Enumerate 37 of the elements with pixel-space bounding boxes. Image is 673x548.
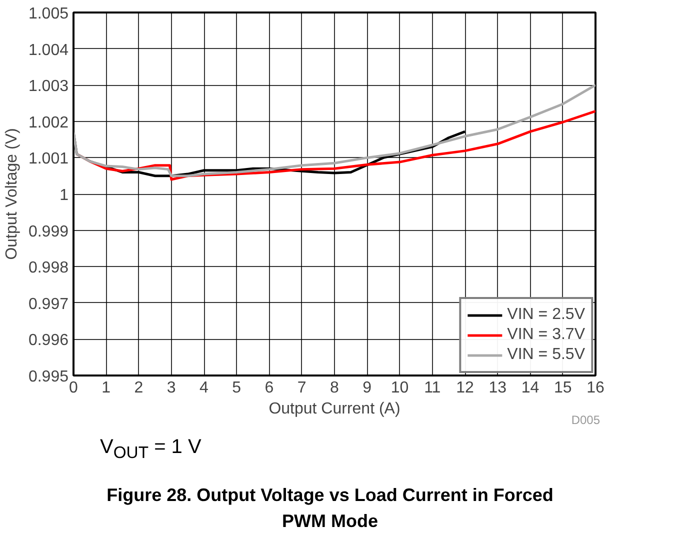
y-tick-label: 0.997	[28, 296, 69, 313]
x-tick-label: 6	[264, 380, 274, 396]
x-tick-label: 5	[232, 380, 242, 396]
x-tick-label: 2	[134, 380, 144, 396]
x-tick-label: 11	[424, 380, 441, 396]
y-tick-label: 0.996	[28, 332, 69, 350]
x-axis-title: Output Current (A)	[268, 400, 400, 418]
y-tick-label: 1.004	[28, 42, 69, 59]
legend-label: VIN = 3.7V	[507, 326, 585, 344]
y-axis-title: Output Voltage (V)	[3, 128, 20, 260]
text: D005	[571, 413, 600, 427]
x-tick-label: 4	[200, 380, 209, 396]
x-tick-label: 0	[69, 380, 78, 396]
x-tick-label: 9	[362, 380, 372, 396]
y-tick-label: 0.995	[28, 368, 69, 386]
x-tick-label: 8	[330, 380, 340, 396]
x-tick-label: 1	[102, 380, 111, 396]
x-tick-label: 3	[166, 380, 176, 396]
y-tick-label: 0.998	[28, 260, 69, 277]
y-tick-label: 1	[60, 187, 69, 204]
x-tick-label: 16	[586, 380, 604, 396]
x-tick-label: 14	[521, 380, 540, 396]
y-tick-label: 1.003	[28, 78, 69, 96]
legend-label: VIN = 5.5V	[507, 346, 585, 364]
line-series	[74, 84, 596, 178]
y-tick-label: 1.001	[28, 150, 69, 168]
y-tick-label: 0.999	[28, 223, 69, 240]
x-tick-label: 12	[456, 380, 474, 396]
x-tick-label: 10	[390, 380, 409, 396]
y-tick-label: 1.002	[28, 114, 69, 132]
text: V$_{OUT}$ = 1 V	[99, 435, 202, 464]
x-tick-label: 15	[554, 380, 572, 396]
x-tick-label: 13	[488, 380, 507, 396]
y-tick-label: 1.005	[28, 6, 69, 22]
legend-label: VIN = 2.5V	[507, 306, 585, 324]
x-tick-label: 7	[297, 380, 306, 396]
text: Figure 28. Output Voltage vs Load Current in Forced PWM Mode	[106, 484, 554, 533]
